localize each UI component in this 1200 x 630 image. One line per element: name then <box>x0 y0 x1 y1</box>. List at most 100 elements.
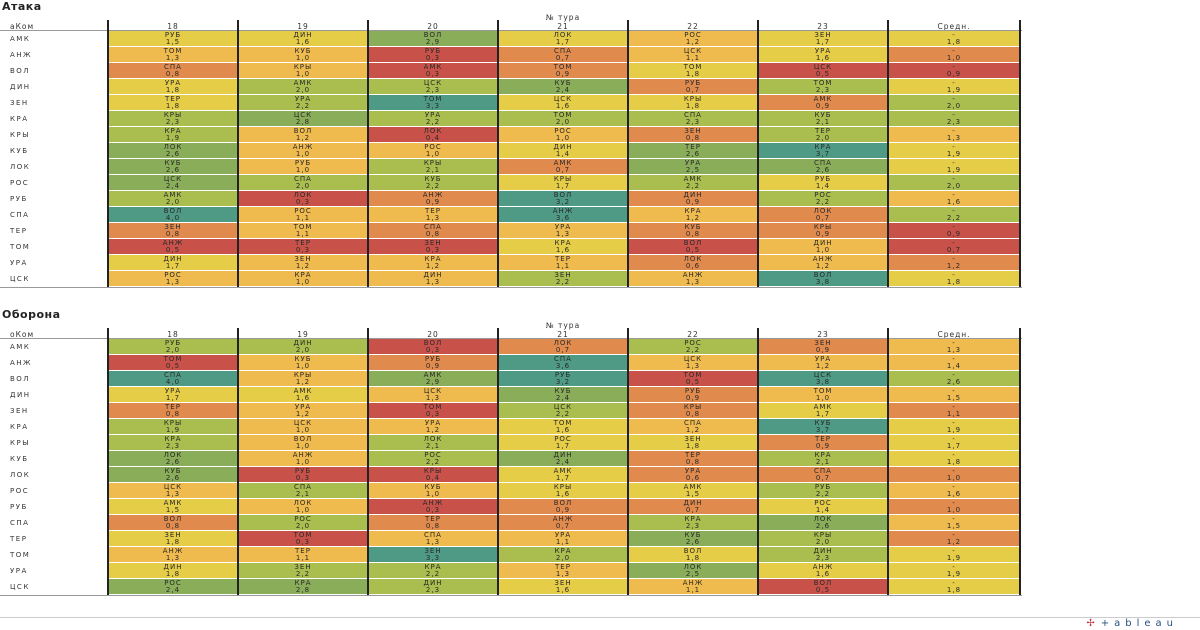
matchup-cell[interactable]: КРА 1,2 <box>628 207 758 222</box>
matchup-cell[interactable]: КРЫ 2,1 <box>368 159 498 174</box>
matchup-cell[interactable]: АМК 1,6 <box>238 387 368 402</box>
matchup-cell[interactable]: АМК 1,5 <box>108 499 238 514</box>
matchup-cell[interactable]: ЦСК 1,1 <box>628 47 758 62</box>
matchup-cell[interactable]: КУБ 3,7 <box>758 419 888 434</box>
matchup-cell[interactable]: АНЖ 0,3 <box>368 499 498 514</box>
matchup-cell[interactable]: КРЫ 0,9 <box>758 223 888 238</box>
avg-cell[interactable]: -0,9 <box>888 63 1020 78</box>
matchup-cell[interactable]: РОС 1,3 <box>108 271 238 286</box>
matchup-cell[interactable]: УРА 1,2 <box>758 355 888 370</box>
matchup-cell[interactable]: ЗЕН 1,7 <box>758 31 888 46</box>
avg-cell[interactable]: -0,9 <box>888 223 1020 238</box>
matchup-cell[interactable]: ДИН 1,3 <box>368 271 498 286</box>
matchup-cell[interactable]: КРА 2,8 <box>238 579 368 594</box>
matchup-cell[interactable]: ЗЕН 0,8 <box>108 223 238 238</box>
matchup-cell[interactable]: РОС 1,1 <box>238 207 368 222</box>
matchup-cell[interactable]: КРА 1,9 <box>108 127 238 142</box>
matchup-cell[interactable]: КРА 1,0 <box>238 271 368 286</box>
matchup-cell[interactable]: ЦСК 2,4 <box>108 175 238 190</box>
avg-cell[interactable]: -2,2 <box>888 207 1020 222</box>
matchup-cell[interactable]: КРЫ 2,0 <box>758 531 888 546</box>
matchup-cell[interactable]: КРА 2,3 <box>108 435 238 450</box>
matchup-cell[interactable]: РОС 2,4 <box>108 579 238 594</box>
matchup-cell[interactable]: АМК 0,9 <box>758 95 888 110</box>
matchup-cell[interactable]: КУБ 0,8 <box>628 223 758 238</box>
avg-cell[interactable]: -1,5 <box>888 387 1020 402</box>
matchup-cell[interactable]: ДИН 1,6 <box>238 31 368 46</box>
matchup-cell[interactable]: УРА 1,2 <box>238 403 368 418</box>
matchup-cell[interactable]: ЗЕН 1,8 <box>628 435 758 450</box>
matchup-cell[interactable]: КРЫ 1,8 <box>628 95 758 110</box>
matchup-cell[interactable]: ТОМ 1,8 <box>628 63 758 78</box>
matchup-cell[interactable]: КУБ 2,6 <box>628 531 758 546</box>
matchup-cell[interactable]: УРА 2,2 <box>238 95 368 110</box>
matchup-cell[interactable]: КРА 2,1 <box>758 451 888 466</box>
matchup-cell[interactable]: РОС 2,2 <box>628 339 758 354</box>
matchup-cell[interactable]: ВОЛ 0,5 <box>628 239 758 254</box>
matchup-cell[interactable]: УРА 1,8 <box>108 79 238 94</box>
matchup-cell[interactable]: РОС 1,2 <box>628 31 758 46</box>
matchup-cell[interactable]: РУБ 3,2 <box>498 371 628 386</box>
matchup-cell[interactable]: ЦСК 0,5 <box>758 63 888 78</box>
avg-cell[interactable]: -1,3 <box>888 339 1020 354</box>
avg-cell[interactable]: -1,0 <box>888 467 1020 482</box>
matchup-cell[interactable]: ЦСК 2,8 <box>238 111 368 126</box>
matchup-cell[interactable]: УРА 2,5 <box>628 159 758 174</box>
matchup-cell[interactable]: ЛОК 1,0 <box>238 499 368 514</box>
matchup-cell[interactable]: ЛОК 1,7 <box>498 31 628 46</box>
matchup-cell[interactable]: АМК 0,3 <box>368 63 498 78</box>
matchup-cell[interactable]: КРА 1,2 <box>368 255 498 270</box>
avg-cell[interactable]: -2,6 <box>888 371 1020 386</box>
matchup-cell[interactable]: ВОЛ 1,2 <box>238 127 368 142</box>
avg-cell[interactable]: -1,8 <box>888 579 1020 594</box>
matchup-cell[interactable]: ЗЕН 0,8 <box>628 127 758 142</box>
avg-cell[interactable]: -1,8 <box>888 271 1020 286</box>
matchup-cell[interactable]: СПА 0,7 <box>758 467 888 482</box>
matchup-cell[interactable]: ЛОК 2,6 <box>108 451 238 466</box>
matchup-cell[interactable]: РУБ 0,7 <box>628 79 758 94</box>
matchup-cell[interactable]: РУБ 2,2 <box>758 483 888 498</box>
matchup-cell[interactable]: ЛОК 0,7 <box>758 207 888 222</box>
matchup-cell[interactable]: КУБ 2,4 <box>498 387 628 402</box>
matchup-cell[interactable]: КРЫ 1,2 <box>238 371 368 386</box>
matchup-cell[interactable]: ЗЕН 2,2 <box>238 563 368 578</box>
matchup-cell[interactable]: АМК 2,0 <box>238 79 368 94</box>
matchup-cell[interactable]: ЛОК 2,1 <box>368 435 498 450</box>
matchup-cell[interactable]: ВОЛ 1,0 <box>238 435 368 450</box>
matchup-cell[interactable]: РОС 2,2 <box>368 451 498 466</box>
matchup-cell[interactable]: ВОЛ 0,8 <box>108 515 238 530</box>
matchup-cell[interactable]: УРА 2,2 <box>368 111 498 126</box>
matchup-cell[interactable]: ТОМ 1,1 <box>238 223 368 238</box>
matchup-cell[interactable]: АМК 2,2 <box>628 175 758 190</box>
matchup-cell[interactable]: ТЕР 0,3 <box>238 239 368 254</box>
matchup-cell[interactable]: ЗЕН 2,2 <box>498 271 628 286</box>
matchup-cell[interactable]: КРЫ 1,7 <box>498 175 628 190</box>
matchup-cell[interactable]: АНЖ 1,0 <box>238 143 368 158</box>
avg-cell[interactable]: -1,9 <box>888 419 1020 434</box>
matchup-cell[interactable]: АНЖ 1,1 <box>628 579 758 594</box>
matchup-cell[interactable]: КРЫ 2,3 <box>108 111 238 126</box>
avg-cell[interactable]: -1,0 <box>888 47 1020 62</box>
matchup-cell[interactable]: ВОЛ 3,2 <box>498 191 628 206</box>
matchup-cell[interactable]: РУБ 0,9 <box>368 355 498 370</box>
matchup-cell[interactable]: КРА 3,7 <box>758 143 888 158</box>
matchup-cell[interactable]: КУБ 2,4 <box>498 79 628 94</box>
matchup-cell[interactable]: УРА 1,7 <box>108 387 238 402</box>
matchup-cell[interactable]: РУБ 0,3 <box>368 47 498 62</box>
matchup-cell[interactable]: АНЖ 3,6 <box>498 207 628 222</box>
matchup-cell[interactable]: ЦСК 3,8 <box>758 371 888 386</box>
matchup-cell[interactable]: РОС 1,4 <box>758 499 888 514</box>
avg-cell[interactable]: -2,0 <box>888 95 1020 110</box>
avg-cell[interactable]: -1,3 <box>888 127 1020 142</box>
matchup-cell[interactable]: АНЖ 1,2 <box>758 255 888 270</box>
matchup-cell[interactable]: УРА 1,6 <box>758 47 888 62</box>
matchup-cell[interactable]: СПА 4,0 <box>108 371 238 386</box>
matchup-cell[interactable]: ЗЕН 0,3 <box>368 239 498 254</box>
matchup-cell[interactable]: ЛОК 2,6 <box>758 515 888 530</box>
avg-cell[interactable]: -1,0 <box>888 499 1020 514</box>
matchup-cell[interactable]: ТЕР 0,8 <box>108 403 238 418</box>
matchup-cell[interactable]: ТОМ 0,3 <box>238 531 368 546</box>
matchup-cell[interactable]: РУБ 2,0 <box>108 339 238 354</box>
matchup-cell[interactable]: СПА 1,3 <box>368 531 498 546</box>
avg-cell[interactable]: -1,7 <box>888 435 1020 450</box>
